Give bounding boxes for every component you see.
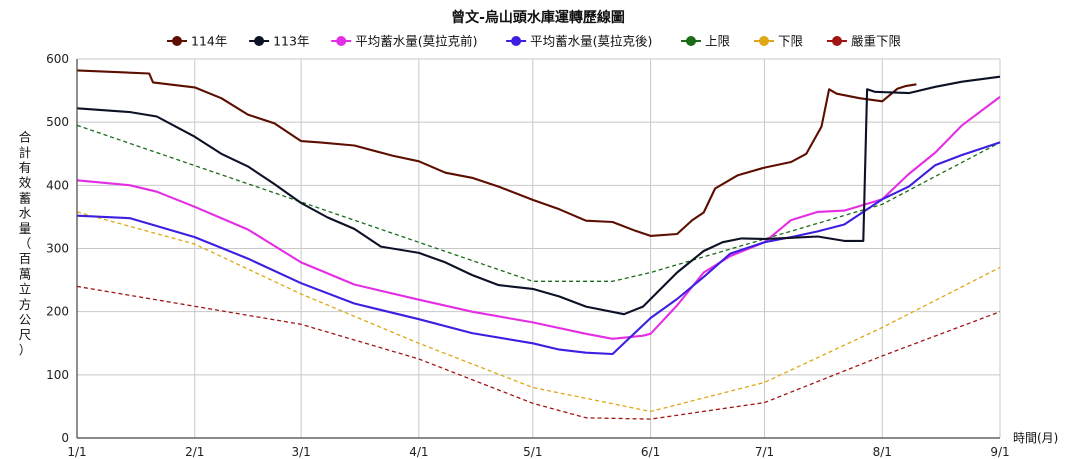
x-tick-label: 7/1 [755, 445, 774, 459]
x-axis-label: 時間(月) [1013, 431, 1058, 445]
legend-item: 平均蓄水量(莫拉克前) [331, 34, 477, 49]
legend-marker [254, 36, 265, 46]
series-line [76, 69, 917, 237]
series-line [76, 124, 1001, 282]
series-line [76, 75, 1001, 316]
legend-marker [686, 36, 696, 46]
legend-item: 上限 [681, 34, 731, 49]
grid [76, 58, 1001, 438]
legend-marker [759, 36, 769, 46]
series-layer [76, 69, 1001, 420]
legend: 114年 113年 平均蓄水量(莫拉克前) 平均蓄水量(莫拉克後) 上限 下限 嚴重下限 [167, 34, 902, 49]
legend-label: 上限 [705, 34, 731, 49]
x-tick-label: 9/1 [990, 445, 1009, 459]
series-line [76, 141, 1001, 356]
y-tick-label: 300 [46, 242, 69, 256]
legend-label: 嚴重下限 [851, 34, 902, 49]
legend-label: 平均蓄水量(莫拉克後) [530, 34, 652, 49]
y-tick-label: 400 [46, 178, 69, 192]
x-tick-label: 5/1 [523, 445, 542, 459]
legend-item: 嚴重下限 [827, 34, 902, 49]
legend-marker [832, 36, 842, 46]
x-tick-label: 4/1 [409, 445, 428, 459]
legend-item: 平均蓄水量(莫拉克後) [506, 34, 652, 49]
y-tick-label: 500 [46, 115, 69, 129]
x-tick-label: 2/1 [185, 445, 204, 459]
x-tick-label: 1/1 [67, 445, 86, 459]
series-line [76, 96, 1001, 340]
legend-item: 114年 [167, 34, 227, 49]
legend-marker [336, 36, 347, 46]
y-tick-label: 0 [61, 431, 69, 445]
legend-label: 114年 [191, 34, 227, 49]
x-tick-label: 3/1 [291, 445, 310, 459]
legend-label: 下限 [778, 34, 804, 49]
y-axis-label: 合計有效蓄水量（百萬立方公尺） [19, 130, 32, 358]
legend-label: 平均蓄水量(莫拉克前) [355, 34, 477, 49]
legend-marker [511, 36, 522, 46]
x-tick-label: 8/1 [873, 445, 892, 459]
chart-title: 曾文-烏山頭水庫運轉歷線圖 [451, 9, 625, 26]
axes: 0 100 200 300 400 500 600 1/1 2/1 3/1 4/1 5/1 6/1 7/1… [46, 52, 1010, 459]
legend-item: 113年 [249, 34, 309, 49]
y-tick-label: 100 [46, 368, 69, 382]
x-tick-label: 6/1 [641, 445, 660, 459]
y-tick-label: 200 [46, 305, 69, 319]
series-line [76, 285, 1001, 420]
legend-item: 下限 [754, 34, 804, 49]
legend-label: 113年 [273, 34, 309, 49]
y-tick-label: 600 [46, 52, 69, 66]
series-line [76, 211, 1001, 413]
legend-marker [172, 36, 182, 46]
